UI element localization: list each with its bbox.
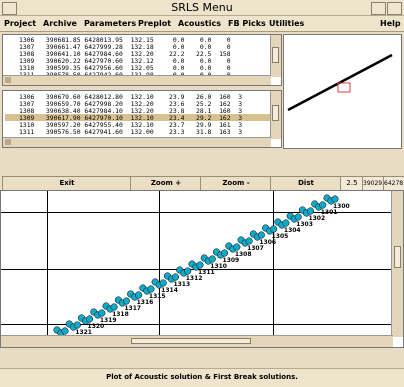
- solution-point[interactable]: [61, 327, 69, 335]
- zoom-region-box[interactable]: [337, 82, 351, 93]
- list-item[interactable]: 1306 390681.85 6428013.95 132.15 0.0 0.0…: [19, 36, 231, 44]
- solution-point[interactable]: [171, 273, 180, 281]
- grid-line: [273, 191, 274, 337]
- grid-line: [1, 324, 393, 325]
- solution-point[interactable]: [110, 303, 118, 311]
- list-item[interactable]: 1308 390638.40 6427984.10 132.20 23.8 28…: [19, 107, 243, 115]
- list-item[interactable]: 1307 390661.47 6427999.28 132.18 0.0 0.0…: [19, 43, 231, 51]
- overview-map-canvas: [287, 53, 393, 112]
- shot-label: 1304: [284, 227, 301, 234]
- scroll-thumb[interactable]: [272, 105, 279, 121]
- solution-point[interactable]: [245, 237, 253, 245]
- shot-label: 1301: [321, 209, 338, 216]
- shot-label: 1310: [210, 263, 227, 270]
- title-bar: SRLS Menu: [0, 0, 404, 16]
- list-item[interactable]: 1308 390641.10 6427984.60 132.20 22.2 22…: [19, 50, 231, 58]
- vertical-scrollbar[interactable]: [270, 91, 281, 139]
- maximize-button[interactable]: [387, 2, 402, 15]
- solution-point[interactable]: [122, 297, 130, 305]
- solution-point[interactable]: [85, 315, 94, 323]
- shot-label: 1316: [137, 299, 154, 306]
- grid-line: [159, 191, 160, 337]
- plot-vertical-scrollbar[interactable]: [391, 191, 403, 337]
- menu-acoustics[interactable]: Acoustics: [178, 19, 221, 28]
- menu-project[interactable]: Project: [4, 19, 37, 28]
- shot-label: 1311: [198, 269, 215, 276]
- scroll-thumb[interactable]: [131, 338, 251, 344]
- solution-point[interactable]: [147, 285, 155, 293]
- shot-label: 1317: [124, 305, 141, 312]
- menu-bar: Project Archive Parameters Preplot Acous…: [0, 16, 404, 32]
- shot-label: 1318: [112, 311, 129, 318]
- list-item[interactable]: 1309 390620.22 6427970.60 132.12 0.0 0.0…: [19, 57, 231, 65]
- shot-label: 1309: [223, 257, 240, 264]
- shot-label: 1313: [173, 281, 190, 288]
- menu-archive[interactable]: Archive: [43, 19, 77, 28]
- menu-utilities[interactable]: Utilities: [269, 19, 305, 28]
- shot-label: 1307: [247, 245, 264, 252]
- scroll-thumb[interactable]: [272, 47, 279, 63]
- solution-point[interactable]: [196, 261, 204, 269]
- list-item[interactable]: 1306 390679.60 6428012.80 132.10 23.9 26…: [19, 93, 243, 101]
- vertical-scrollbar[interactable]: [270, 35, 281, 77]
- menu-preplot[interactable]: Preplot: [138, 19, 172, 28]
- shot-label: 1315: [149, 293, 166, 300]
- list-item[interactable]: 1310 390597.20 6427955.40 132.10 23.7 29…: [19, 121, 243, 129]
- shot-label: 1306: [259, 239, 276, 246]
- menu-parameters[interactable]: Parameters: [84, 19, 137, 28]
- solution-point[interactable]: [98, 309, 106, 317]
- grid-line: [47, 191, 48, 337]
- list-item[interactable]: 1311 390578.50 6427942.60 131.98 0.0 0.0…: [19, 72, 231, 76]
- solution-point[interactable]: [233, 243, 241, 251]
- shot-label: 1319: [100, 317, 117, 324]
- separator: [0, 151, 404, 175]
- main-plot[interactable]: 1300 1301 1302 1303 1304 1305 1306 1307 1308 1309…: [0, 190, 404, 348]
- shot-label: 1305: [272, 233, 289, 240]
- list-item[interactable]: 1307 390659.70 6427998.20 132.20 23.6 25…: [19, 100, 243, 108]
- scroll-left-arrow-icon[interactable]: [5, 77, 11, 83]
- shot-label: 1308: [235, 251, 252, 258]
- overview-map[interactable]: [283, 34, 402, 149]
- list-item[interactable]: 1311 390576.50 6427941.60 132.00 23.3 31…: [19, 129, 243, 134]
- shot-label: 1300: [333, 203, 350, 210]
- solution-point[interactable]: [270, 225, 278, 233]
- selected-row-highlight: [5, 114, 275, 121]
- list-item[interactable]: 1309 390617.90 6427970.10 132.10 23.4 29…: [19, 114, 243, 122]
- solution-point[interactable]: [319, 201, 327, 209]
- horizontal-scrollbar[interactable]: [3, 137, 271, 147]
- shot-label: 1302: [308, 215, 325, 222]
- grid-line: [1, 212, 393, 213]
- scroll-left-arrow-icon[interactable]: [5, 139, 11, 145]
- plot-horizontal-scrollbar[interactable]: [1, 335, 393, 347]
- solution-point[interactable]: [220, 249, 229, 257]
- scroll-thumb[interactable]: [394, 246, 401, 268]
- shot-label: 1321: [75, 329, 92, 336]
- solution-point[interactable]: [159, 279, 167, 287]
- solution-point[interactable]: [135, 291, 143, 299]
- solution-point[interactable]: [331, 195, 339, 203]
- window-menu-button[interactable]: [2, 2, 17, 15]
- first-break-list[interactable]: 1306 390679.60 6428012.80 132.10 23.9 26…: [2, 90, 282, 148]
- shot-label: 1303: [296, 221, 313, 228]
- plot-canvas: 1300130113021303130413051306130713081309…: [53, 194, 350, 337]
- solution-point[interactable]: [73, 321, 81, 329]
- status-bar: Plot of Acoustic solution & First Break …: [0, 368, 404, 387]
- shot-label: 1312: [186, 275, 203, 282]
- solution-point[interactable]: [294, 213, 302, 221]
- window-title: SRLS Menu: [171, 1, 233, 14]
- menu-fb-picks[interactable]: FB Picks: [228, 19, 266, 28]
- solution-point[interactable]: [208, 255, 216, 263]
- solution-point[interactable]: [257, 231, 265, 239]
- solution-point[interactable]: [282, 219, 290, 227]
- minimize-button[interactable]: [371, 2, 386, 15]
- toolbar: Exit Zoom + Zoom - Dist 2.5 390293.9 642…: [0, 176, 404, 192]
- menu-help[interactable]: Help: [380, 19, 401, 28]
- list-item[interactable]: 1310 390599.35 6427956.60 132.05 0.0 0.0…: [19, 64, 231, 72]
- solution-point[interactable]: [184, 267, 192, 275]
- shot-label: 1320: [88, 323, 105, 330]
- shot-label: 1314: [161, 287, 178, 294]
- acoustic-list[interactable]: 1306 390681.85 6428013.95 132.15 0.0 0.0…: [2, 34, 282, 86]
- horizontal-scrollbar[interactable]: [3, 75, 271, 85]
- solution-point[interactable]: [306, 207, 315, 215]
